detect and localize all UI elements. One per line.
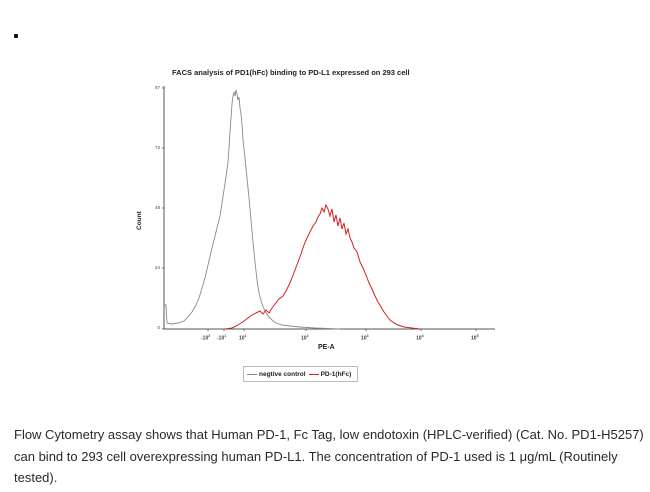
figure-caption: Flow Cytometry assay shows that Human PD… [14,427,644,485]
x-tick-label: -102 [201,334,211,342]
legend-swatch-red [308,373,319,375]
y-tick-label: 24 [154,265,160,270]
y-tick-label: 97 [154,85,160,90]
y-tick-marks [162,87,164,330]
legend-label: PD-1(hFc) [320,370,352,378]
chart-title: FACS analysis of PD1(hFc) binding to PD-… [172,68,410,77]
pd1-hfc-curve [224,203,421,330]
legend-swatch-gray [247,373,257,375]
legend-label: negtive control [259,370,306,378]
legend-item-pd1: PD-1(hFc) [308,370,352,378]
x-tick-marks [207,329,477,331]
x-axis-label: PE-A [318,344,335,351]
x-tick-label: 105 [471,334,479,342]
y-tick-label: 73 [154,145,160,150]
x-tick-label: 102 [301,334,309,342]
negative-control-curve [164,89,341,330]
x-tick-label: 103 [361,334,369,342]
bullet-point [14,34,18,38]
y-axis-label: Count [136,211,143,230]
x-tick-label: 101 [239,334,247,342]
y-tick-label: 0 [157,325,160,330]
chart-legend: negtive control PD-1(hFc) [243,366,359,382]
x-tick-label: -101 [217,334,227,342]
x-tick-label: 104 [416,334,424,342]
y-tick-label: 48 [154,205,160,210]
legend-item-negative-control: negtive control [247,371,306,378]
